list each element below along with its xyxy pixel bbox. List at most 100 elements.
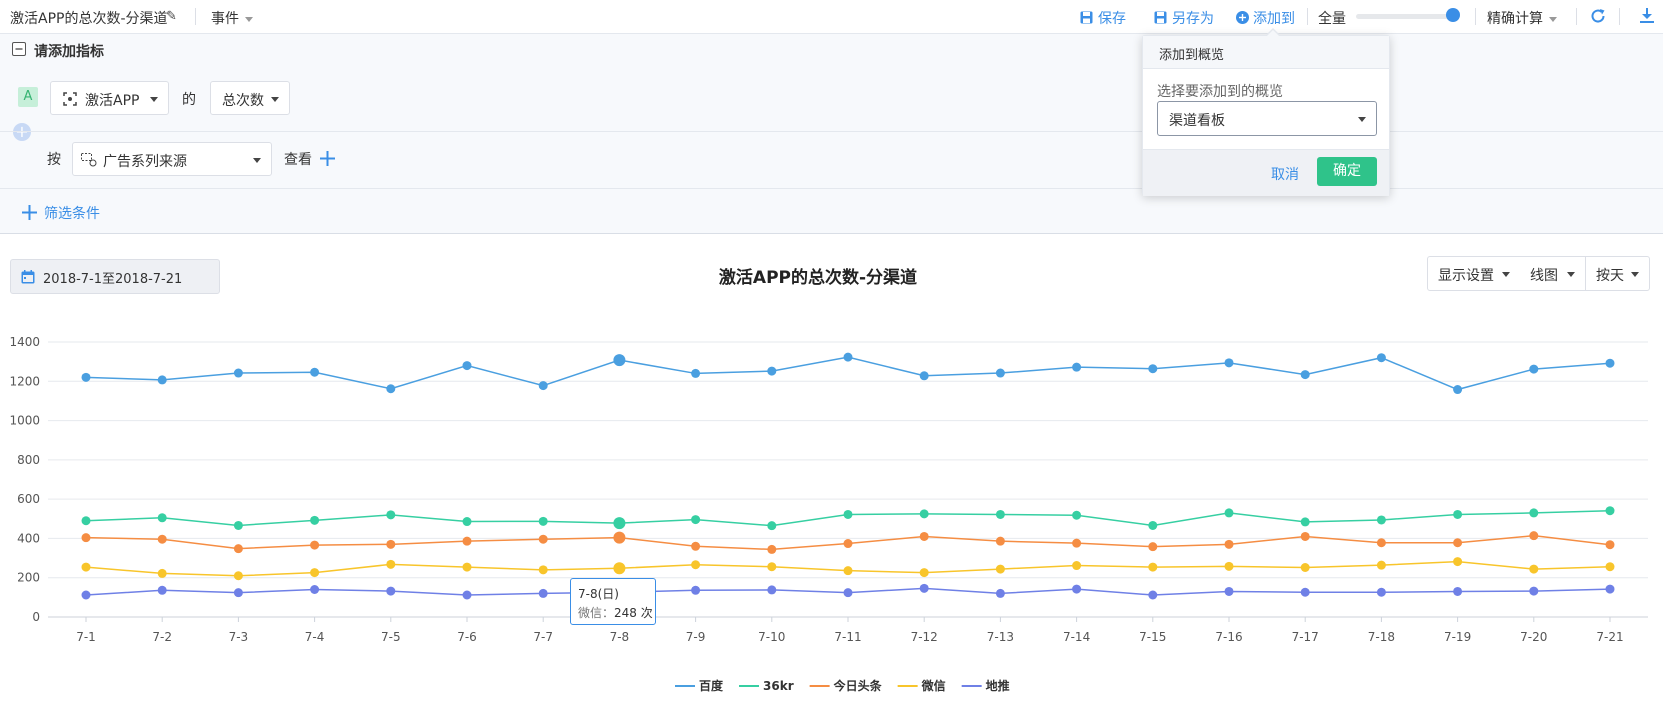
edit-pencil-icon[interactable]: ✎ [166, 9, 177, 24]
data-point[interactable] [1148, 590, 1158, 600]
data-point[interactable] [1224, 508, 1234, 518]
data-point[interactable] [538, 565, 548, 575]
data-point[interactable] [310, 540, 320, 550]
data-point[interactable] [1376, 353, 1386, 363]
data-point[interactable] [1376, 560, 1386, 570]
data-point[interactable] [462, 536, 472, 546]
add-filter-link[interactable]: 筛选条件 [44, 206, 100, 222]
data-point[interactable] [538, 516, 548, 526]
data-point[interactable] [1224, 539, 1234, 549]
data-point[interactable] [919, 509, 929, 519]
data-point[interactable] [462, 517, 472, 527]
data-point[interactable] [1529, 364, 1539, 374]
data-point[interactable] [843, 509, 853, 519]
data-point[interactable] [386, 586, 396, 596]
data-point[interactable] [1529, 564, 1539, 574]
data-point[interactable] [613, 517, 626, 530]
data-point[interactable] [691, 585, 701, 595]
data-point[interactable] [157, 513, 167, 523]
data-point[interactable] [157, 568, 167, 578]
data-point[interactable] [1453, 385, 1463, 395]
data-point[interactable] [1300, 370, 1310, 380]
data-point[interactable] [1376, 515, 1386, 525]
legend-item[interactable]: 36kr [763, 679, 794, 693]
data-point[interactable] [310, 515, 320, 525]
data-point[interactable] [1376, 587, 1386, 597]
chart-type-dropdown[interactable]: 线图 [1520, 256, 1586, 291]
granularity-dropdown[interactable]: 按天 [1585, 256, 1650, 291]
save-as-button[interactable]: 另存为 [1154, 8, 1214, 28]
data-point[interactable] [691, 515, 701, 525]
data-point[interactable] [1300, 517, 1310, 527]
data-point[interactable] [81, 533, 91, 543]
data-point[interactable] [386, 384, 396, 394]
data-point[interactable] [843, 352, 853, 362]
data-point[interactable] [1148, 542, 1158, 552]
data-point[interactable] [310, 568, 320, 578]
events-dropdown[interactable]: 事件 [211, 8, 253, 28]
data-point[interactable] [1605, 358, 1615, 368]
data-point[interactable] [462, 590, 472, 600]
calc-mode-dropdown[interactable]: 精确计算 [1487, 8, 1557, 28]
data-point[interactable] [157, 534, 167, 544]
data-point[interactable] [81, 372, 91, 382]
data-point[interactable] [1300, 587, 1310, 597]
data-point[interactable] [1605, 584, 1615, 594]
add-filter-icon[interactable] [22, 205, 37, 220]
data-point[interactable] [1453, 509, 1463, 519]
sample-slider[interactable] [1356, 14, 1451, 19]
data-point[interactable] [233, 368, 243, 378]
data-point[interactable] [995, 509, 1005, 519]
legend-item[interactable]: 地推 [986, 678, 1010, 693]
data-point[interactable] [1300, 531, 1310, 541]
data-point[interactable] [233, 520, 243, 530]
data-point[interactable] [1453, 557, 1463, 567]
data-point[interactable] [1148, 520, 1158, 530]
data-point[interactable] [767, 544, 777, 554]
data-point[interactable] [1072, 584, 1082, 594]
data-point[interactable] [1300, 563, 1310, 572]
data-point[interactable] [386, 510, 396, 520]
data-point[interactable] [767, 562, 777, 572]
event-select[interactable]: 激活APP [50, 81, 169, 115]
add-to-button[interactable]: 添加到 [1236, 8, 1295, 28]
data-point[interactable] [81, 590, 91, 600]
download-icon[interactable] [1640, 8, 1654, 24]
data-point[interactable] [691, 541, 701, 551]
date-range-picker[interactable]: 2018-7-1至2018-7-21 [10, 259, 220, 294]
data-point[interactable] [613, 354, 626, 367]
data-point[interactable] [995, 536, 1005, 546]
legend-item[interactable]: 微信 [921, 678, 946, 693]
data-point[interactable] [157, 585, 167, 595]
data-point[interactable] [919, 583, 929, 593]
data-point[interactable] [995, 588, 1005, 598]
data-point[interactable] [1605, 540, 1615, 550]
legend-item[interactable]: 百度 [699, 678, 724, 693]
legend-item[interactable]: 今日头条 [833, 678, 883, 693]
data-point[interactable] [462, 361, 472, 371]
measure-select[interactable]: 总次数 [210, 81, 290, 115]
data-point[interactable] [1605, 562, 1615, 572]
data-point[interactable] [538, 534, 548, 544]
data-point[interactable] [538, 588, 548, 598]
data-point[interactable] [767, 366, 777, 376]
data-point[interactable] [157, 375, 167, 385]
overview-select[interactable]: 渠道看板 [1157, 101, 1377, 136]
group-by-select[interactable]: 广告系列来源 [72, 142, 272, 176]
data-point[interactable] [233, 588, 243, 598]
add-group-icon[interactable] [320, 151, 335, 166]
data-point[interactable] [233, 544, 243, 554]
data-point[interactable] [691, 368, 701, 378]
data-point[interactable] [1529, 508, 1539, 518]
confirm-button[interactable]: 确定 [1317, 157, 1377, 186]
data-point[interactable] [843, 588, 853, 598]
cancel-button[interactable]: 取消 [1271, 167, 1299, 183]
add-metric-icon[interactable]: + [13, 123, 31, 141]
data-point[interactable] [1148, 562, 1158, 572]
data-point[interactable] [1605, 506, 1615, 516]
data-point[interactable] [462, 562, 472, 572]
data-point[interactable] [538, 381, 548, 391]
data-point[interactable] [233, 571, 243, 581]
data-point[interactable] [843, 566, 853, 576]
data-point[interactable] [1529, 531, 1539, 541]
